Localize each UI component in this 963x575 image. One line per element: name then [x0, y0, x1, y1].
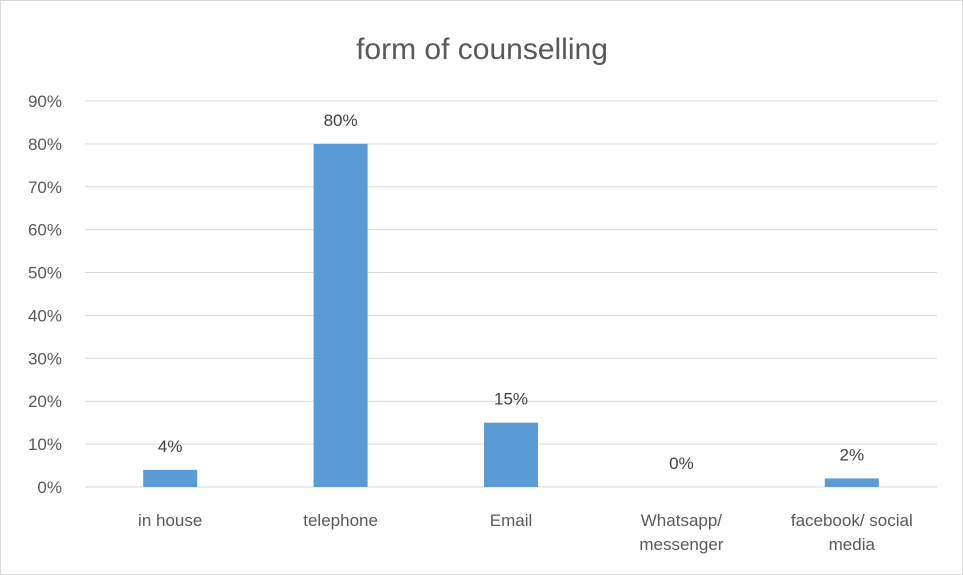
x-category-line: media [829, 535, 876, 554]
bar [824, 478, 879, 487]
bar [143, 469, 198, 487]
bars [143, 143, 879, 487]
y-tick-label: 30% [28, 349, 62, 368]
y-axis-ticks: 0% 10% 20% 30% 40% 50% 60% 70% 80% 90% [28, 92, 62, 497]
x-category-line: in house [138, 511, 202, 530]
x-category-label: telephone [303, 511, 378, 530]
x-category-label: Email [490, 511, 533, 530]
data-label: 80% [324, 111, 358, 130]
data-labels: 4% 80% 15% 0% 2% [158, 111, 864, 473]
y-tick-label: 70% [28, 178, 62, 197]
x-category-line: messenger [639, 535, 723, 554]
x-category-line: telephone [303, 511, 378, 530]
x-category-label: Whatsapp/messenger [639, 511, 723, 554]
bar [484, 422, 538, 487]
data-label: 15% [494, 390, 528, 409]
x-category-line: Whatsapp/ [641, 511, 723, 530]
data-label: 2% [840, 445, 865, 464]
y-tick-label: 10% [28, 435, 62, 454]
y-tick-label: 60% [28, 221, 62, 240]
x-category-label: facebook/ social media [791, 511, 913, 554]
x-category-line: facebook/ social [791, 511, 913, 530]
y-tick-label: 0% [37, 478, 62, 497]
y-tick-label: 80% [28, 135, 62, 154]
data-label: 4% [158, 437, 183, 456]
x-axis-categories: in house telephone Email Whatsapp/messenger… [138, 511, 913, 554]
x-category-line: Email [490, 511, 533, 530]
y-tick-label: 50% [28, 264, 62, 283]
gridlines [85, 100, 937, 488]
data-label: 0% [669, 454, 694, 473]
y-tick-label: 40% [28, 306, 62, 325]
y-tick-label: 90% [28, 92, 62, 111]
x-category-label: in house [138, 511, 202, 530]
y-tick-label: 20% [28, 392, 62, 411]
bar [313, 143, 368, 487]
chart-title: form of counselling [356, 33, 608, 66]
